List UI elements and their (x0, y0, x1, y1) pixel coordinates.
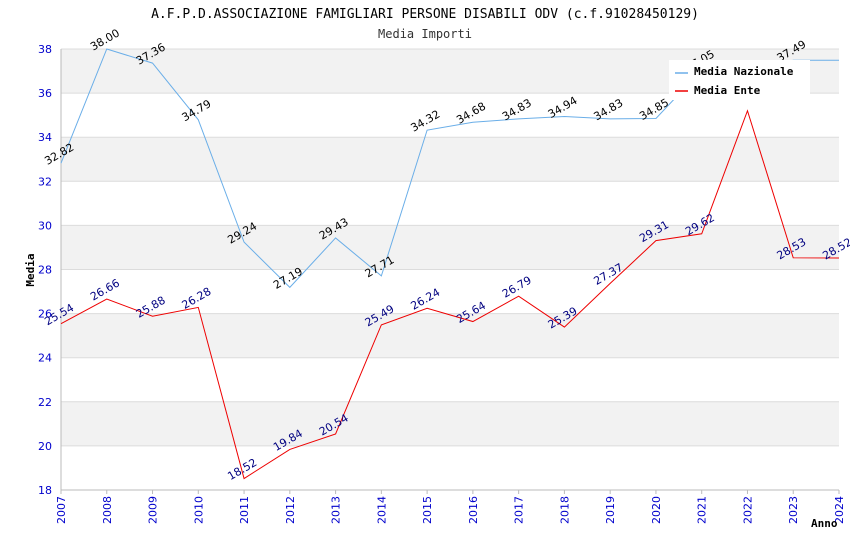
plot-band (61, 313, 839, 358)
legend: Media Nazionale Media Ente (669, 60, 810, 100)
legend-label-media-ente: Media Ente (694, 84, 761, 97)
x-tick-label: 2024 (833, 496, 846, 524)
plot-band (61, 357, 839, 402)
x-tick-label: 2010 (192, 496, 205, 524)
x-tick-label: 2007 (55, 496, 68, 524)
x-tick-label: 2023 (787, 496, 800, 524)
x-tick-label: 2019 (604, 496, 617, 524)
x-tick-label: 2016 (467, 496, 480, 524)
plot-band (61, 269, 839, 314)
x-tick-label: 2009 (147, 496, 160, 524)
axes (60, 49, 840, 494)
x-tick-label: 2022 (741, 496, 754, 524)
chart-title: A.F.P.D.ASSOCIAZIONE FAMIGLIARI PERSONE … (151, 7, 699, 22)
x-tick-labels: 2007 2008 2009 2010 2011 2012 2013 2014 2015 2016… (55, 496, 846, 524)
x-tick-label: 2021 (696, 496, 709, 524)
y-tick-label: 38 (38, 43, 52, 56)
x-axis-label: Anno (811, 517, 838, 530)
x-tick-label: 2014 (375, 496, 388, 524)
plot-band (61, 225, 839, 270)
x-tick-label: 2012 (284, 496, 297, 524)
plot-band (61, 401, 839, 446)
plot-band (61, 93, 839, 138)
x-tick-label: 2015 (421, 496, 434, 524)
y-tick-label: 20 (38, 440, 52, 453)
x-tick-label: 2020 (650, 496, 663, 524)
x-tick-label: 2011 (238, 496, 251, 524)
y-tick-label: 26 (38, 308, 52, 321)
chart-subtitle: Media Importi (378, 27, 472, 41)
legend-box (669, 60, 810, 100)
plot-background-bands (61, 49, 839, 490)
y-tick-label: 32 (38, 175, 52, 188)
x-tick-label: 2008 (101, 496, 114, 524)
y-axis-label: Media (24, 253, 37, 286)
y-tick-label: 34 (38, 131, 52, 144)
y-tick-label: 30 (38, 219, 52, 232)
y-tick-label: 18 (38, 484, 52, 497)
x-tick-label: 2017 (513, 496, 526, 524)
series-line-media-ente (60, 109, 840, 480)
x-tick-label: 2013 (330, 496, 343, 524)
y-tick-label: 28 (38, 264, 52, 277)
y-tick-label: 24 (38, 352, 52, 365)
y-tick-labels: 18 20 22 24 26 28 30 32 34 36 38 (38, 43, 52, 497)
plot-band (61, 445, 839, 490)
legend-label-media-nazionale: Media Nazionale (694, 65, 794, 78)
plot-band (61, 137, 839, 182)
x-tick-label: 2018 (558, 496, 571, 524)
y-tick-label: 36 (38, 87, 52, 100)
plot-band (61, 181, 839, 226)
y-tick-label: 22 (38, 396, 52, 409)
